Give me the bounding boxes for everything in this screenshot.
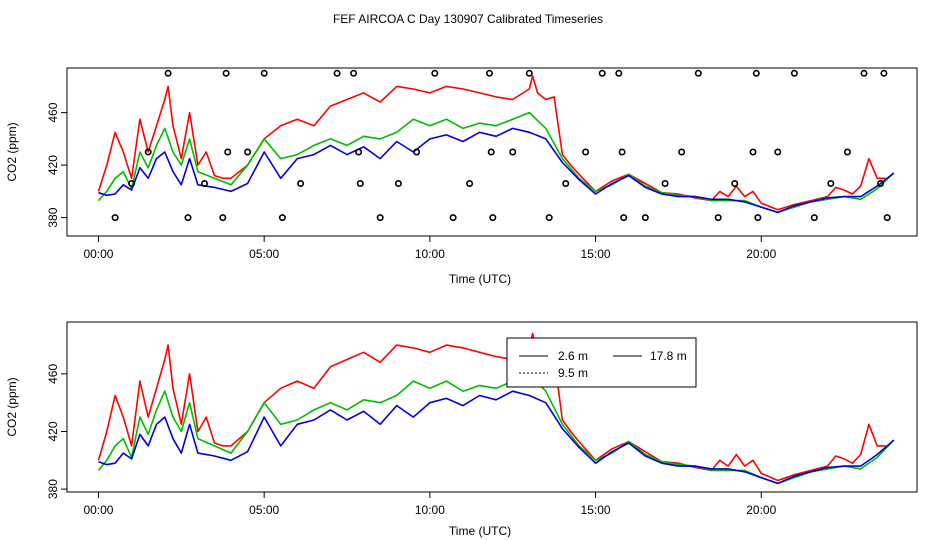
valve-marker — [350, 69, 358, 77]
valve-marker — [582, 148, 590, 156]
valve-marker — [620, 214, 628, 222]
valve-marker — [810, 214, 818, 222]
valve-marker — [843, 148, 851, 156]
valve-marker — [224, 148, 232, 156]
top-chart-panel: 00:00 05:00 10:00 15:00 20:00 380 420 460 Time … — [5, 67, 918, 286]
valve-marker — [731, 180, 739, 188]
series-line-2-6-m — [97, 75, 886, 211]
valve-marker — [615, 69, 623, 77]
series-line-9-5-m — [97, 373, 895, 485]
valve-marker — [694, 69, 702, 77]
x-tick-label: 15:00 — [581, 503, 611, 517]
series-line-17-8-m — [98, 127, 895, 214]
valve-marker — [678, 148, 686, 156]
x-tick-label: 15:00 — [581, 247, 611, 261]
valve-marker — [880, 69, 888, 77]
series-line-9-5-m — [97, 111, 895, 214]
y-tick-label: 420 — [46, 421, 60, 441]
valve-marker — [509, 148, 517, 156]
top-x-axis-label: Time (UTC) — [449, 272, 511, 286]
series-line-17-8-m — [98, 390, 895, 485]
valve-marker — [749, 148, 757, 156]
valve-marker — [144, 148, 152, 156]
y-tick-label: 380 — [46, 479, 60, 499]
valve-marker — [394, 180, 402, 188]
valve-marker — [714, 214, 722, 222]
x-tick-label: 20:00 — [746, 247, 776, 261]
valve-marker — [222, 69, 230, 77]
valve-marker — [774, 148, 782, 156]
valve-marker — [413, 148, 421, 156]
valve-marker — [297, 180, 305, 188]
valve-marker — [219, 214, 227, 222]
valve-marker — [545, 214, 553, 222]
bottom-y-axis-label: CO2 (ppm) — [5, 377, 19, 436]
legend-label-9-5m: 9.5 m — [558, 366, 588, 380]
x-tick-label: 05:00 — [249, 503, 279, 517]
x-tick-label: 10:00 — [415, 503, 445, 517]
legend: 2.6 m 9.5 m 17.8 m — [506, 337, 697, 388]
valve-marker — [431, 69, 439, 77]
x-tick-label: 10:00 — [415, 247, 445, 261]
valve-marker — [752, 69, 760, 77]
x-tick-label: 05:00 — [249, 247, 279, 261]
legend-label-2-6m: 2.6 m — [558, 349, 588, 363]
top-y-axis-label: CO2 (ppm) — [5, 122, 19, 181]
valve-marker — [641, 214, 649, 222]
valve-marker — [244, 148, 252, 156]
valve-marker — [618, 148, 626, 156]
valve-marker — [278, 214, 286, 222]
valve-marker — [661, 180, 669, 188]
top-plot-frame — [66, 67, 918, 237]
x-tick-label: 20:00 — [746, 503, 776, 517]
y-tick-label: 420 — [46, 155, 60, 175]
bottom-chart-panel: 00:00 05:00 10:00 15:00 20:00 380 420 460 Time … — [5, 321, 918, 538]
valve-marker — [790, 69, 798, 77]
y-tick-label: 380 — [46, 207, 60, 227]
series-line-2-6-m — [97, 332, 886, 482]
valve-marker — [525, 69, 533, 77]
valve-marker — [598, 69, 606, 77]
valve-marker — [466, 180, 474, 188]
valve-marker — [487, 148, 495, 156]
valve-marker — [376, 214, 384, 222]
valve-marker — [754, 214, 762, 222]
valve-marker — [485, 69, 493, 77]
valve-marker — [184, 214, 192, 222]
figure-title: FEF AIRCOA C Day 130907 Calibrated Times… — [333, 12, 603, 26]
bottom-plot-frame — [66, 321, 918, 493]
valve-marker — [883, 214, 891, 222]
valve-marker — [562, 180, 570, 188]
valve-marker — [111, 214, 119, 222]
x-tick-label: 00:00 — [83, 503, 113, 517]
valve-marker — [260, 69, 268, 77]
valve-marker — [164, 69, 172, 77]
valve-marker — [827, 180, 835, 188]
valve-marker — [355, 148, 363, 156]
valve-marker — [333, 69, 341, 77]
valve-marker — [489, 214, 497, 222]
valve-marker — [128, 180, 136, 188]
valve-marker — [876, 180, 884, 188]
valve-marker — [860, 69, 868, 77]
y-tick-label: 460 — [46, 102, 60, 122]
bottom-x-axis-label: Time (UTC) — [449, 524, 511, 538]
legend-box — [506, 337, 697, 388]
valve-marker — [356, 180, 364, 188]
legend-label-17-8m: 17.8 m — [650, 349, 687, 363]
y-tick-label: 460 — [46, 364, 60, 384]
valve-marker — [201, 180, 209, 188]
x-tick-label: 00:00 — [83, 247, 113, 261]
valve-marker — [449, 214, 457, 222]
